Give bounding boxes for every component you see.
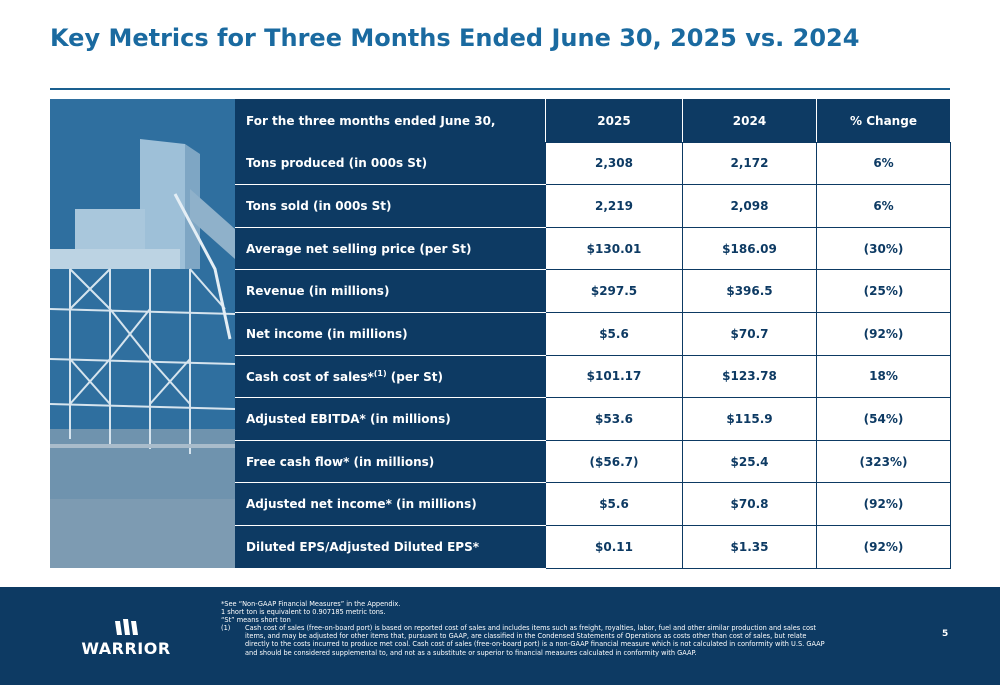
value-change: (54%) xyxy=(816,397,951,441)
row-label: Tons sold (in 000s St) xyxy=(235,184,546,228)
value-change: (92%) xyxy=(816,524,951,569)
header-period: For the three months ended June 30, xyxy=(235,99,546,143)
note-line: *See “Non-GAAP Financial Measures” in th… xyxy=(221,600,401,608)
footnotes: *See “Non-GAAP Financial Measures” in th… xyxy=(221,600,831,657)
warrior-logo: WARRIOR xyxy=(76,619,176,658)
value-2025: $0.11 xyxy=(545,524,683,569)
value-change: (30%) xyxy=(816,226,951,271)
table-row: Revenue (in millions) $297.5 $396.5 (25%… xyxy=(235,269,951,313)
value-2024: $25.4 xyxy=(682,439,817,484)
value-2024: 2,098 xyxy=(682,184,817,228)
row-label: Free cash flow* (in millions) xyxy=(235,439,546,484)
table-row: Tons produced (in 000s St) 2,308 2,172 6… xyxy=(235,141,951,186)
key-metrics-table: For the three months ended June 30, 2025… xyxy=(235,99,951,569)
table-row: Average net selling price (per St) $130.… xyxy=(235,226,951,271)
logo-wordmark: WARRIOR xyxy=(81,639,171,658)
table-row: Cash cost of sales*(1) (per St) $101.17 … xyxy=(235,354,951,399)
header-2025: 2025 xyxy=(545,99,683,143)
mining-facility-photo xyxy=(50,99,235,568)
value-2025: 2,219 xyxy=(545,184,683,228)
header-change: % Change xyxy=(816,99,951,143)
footnote-text: Cash cost of sales (free-on-board port) … xyxy=(245,624,825,657)
row-label: Diluted EPS/Adjusted Diluted EPS* xyxy=(235,524,546,569)
table-row: Adjusted net income* (in millions) $5.6 … xyxy=(235,482,951,526)
value-2024: $186.09 xyxy=(682,226,817,271)
note-line: 1 short ton is equivalent to 0.907185 me… xyxy=(221,608,386,617)
value-change: 6% xyxy=(816,184,951,228)
value-2025: $101.17 xyxy=(545,354,683,399)
value-2024: $123.78 xyxy=(682,354,817,399)
value-change: 6% xyxy=(816,141,951,186)
footnote-marker: (1) xyxy=(373,368,387,378)
table-row: Free cash flow* (in millions) ($56.7) $2… xyxy=(235,439,951,484)
value-2025: $53.6 xyxy=(545,397,683,441)
value-2024: $396.5 xyxy=(682,269,817,313)
table-row: Adjusted EBITDA* (in millions) $53.6 $11… xyxy=(235,397,951,441)
value-2025: $297.5 xyxy=(545,269,683,313)
header-2024: 2024 xyxy=(682,99,817,143)
page-title: Key Metrics for Three Months Ended June … xyxy=(50,24,860,52)
row-label: Adjusted EBITDA* (in millions) xyxy=(235,397,546,441)
value-2024: $70.7 xyxy=(682,311,817,356)
value-2024: $70.8 xyxy=(682,482,817,526)
value-2025: $5.6 xyxy=(545,311,683,356)
row-label: Adjusted net income* (in millions) xyxy=(235,482,546,526)
table-row: Diluted EPS/Adjusted Diluted EPS* $0.11 … xyxy=(235,524,951,569)
table-header-row: For the three months ended June 30, 2025… xyxy=(235,99,951,143)
note-line: “St” means short ton xyxy=(221,616,291,625)
value-2024: 2,172 xyxy=(682,141,817,186)
value-2025: $130.01 xyxy=(545,226,683,271)
row-label-suffix: (per St) xyxy=(386,369,443,384)
value-2024: $115.9 xyxy=(682,397,817,441)
title-divider xyxy=(50,88,950,90)
value-2024: $1.35 xyxy=(682,524,817,569)
table-row: Net income (in millions) $5.6 $70.7 (92%… xyxy=(235,311,951,356)
row-label-text: Cash cost of sales* xyxy=(246,369,374,384)
value-2025: ($56.7) xyxy=(545,439,683,484)
footnote-number: (1) xyxy=(221,624,231,633)
row-label: Revenue (in millions) xyxy=(235,269,546,313)
footer-bar: WARRIOR *See “Non-GAAP Financial Measure… xyxy=(0,587,1000,685)
row-label: Cash cost of sales*(1) (per St) xyxy=(235,354,546,399)
footnote-1: (1) Cash cost of sales (free-on-board po… xyxy=(221,624,831,656)
value-change: (92%) xyxy=(816,482,951,526)
value-change: (25%) xyxy=(816,269,951,313)
value-2025: 2,308 xyxy=(545,141,683,186)
value-2025: $5.6 xyxy=(545,482,683,526)
value-change: 18% xyxy=(816,354,951,399)
row-label: Tons produced (in 000s St) xyxy=(235,141,546,186)
warrior-logo-icon xyxy=(115,619,138,635)
page-number: 5 xyxy=(942,629,949,639)
row-label: Net income (in millions) xyxy=(235,311,546,356)
row-label: Average net selling price (per St) xyxy=(235,226,546,271)
table-row: Tons sold (in 000s St) 2,219 2,098 6% xyxy=(235,184,951,228)
value-change: (323%) xyxy=(816,439,951,484)
value-change: (92%) xyxy=(816,311,951,356)
